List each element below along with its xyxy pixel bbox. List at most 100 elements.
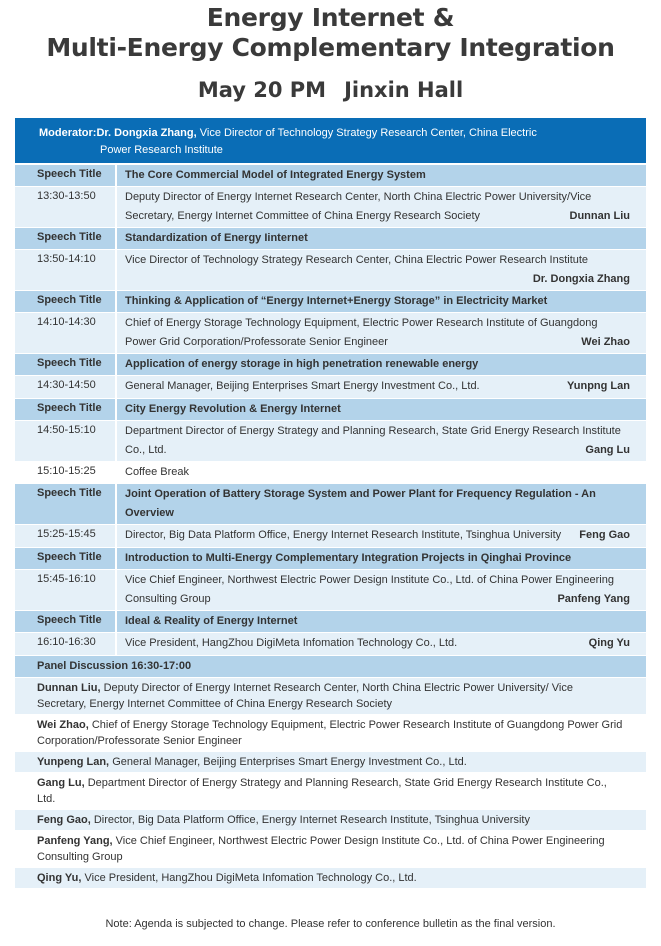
speaker-info: Department Director of Energy Strategy a… [117, 421, 646, 461]
speaker-row: 14:10-14:30 Chief of Energy Storage Techn… [15, 313, 646, 353]
session-date: May 20 PM [197, 78, 327, 102]
coffee-break-row: 15:10-15:25 Coffee Break [15, 462, 646, 483]
session-info: May 20 PM Jinxin Hall [0, 78, 661, 102]
speech-title-row: Speech Title Application of energy storag… [15, 354, 646, 375]
time-slot: 13:50-14:10 [15, 250, 115, 290]
speech-title-label: Speech Title [15, 228, 115, 249]
speaker-row: 15:45-16:10 Vice Chief Engineer, Northwes… [15, 570, 646, 610]
panel-list: Dunnan Liu, Deputy Director of Energy In… [15, 678, 646, 888]
speaker-info: Vice Director of Technology Strategy Res… [117, 250, 646, 290]
panelist-desc: Department Director of Energy Strategy a… [37, 777, 607, 805]
speaker-info: Vice Chief Engineer, Northwest Electric … [117, 570, 646, 610]
speech-title-row: Speech Title City Energy Revolution & Ene… [15, 399, 646, 420]
speech-title-label: Speech Title [15, 354, 115, 375]
moderator-desc-2: Power Research Institute [100, 144, 223, 156]
speaker-row: 13:30-13:50 Deputy Director of Energy Int… [15, 187, 646, 227]
speech-title: Introduction to Multi-Energy Complementa… [117, 548, 646, 569]
break-time: 15:10-15:25 [15, 462, 115, 483]
panelist-desc: Vice Chief Engineer, Northwest Electric … [37, 835, 605, 863]
title-line-1: Energy Internet & [206, 3, 455, 32]
panelist-name: Gang Lu, [37, 777, 85, 789]
speech-title-label: Speech Title [15, 611, 115, 632]
break-label: Coffee Break [117, 462, 646, 483]
speech-title: Standardization of Energy Iinternet [117, 228, 646, 249]
speaker-name: Feng Gao [579, 529, 630, 541]
speaker-name: Gang Lu [585, 444, 630, 456]
speech-title-label: Speech Title [15, 291, 115, 312]
speaker-row: 14:50-15:10 Department Director of Energy… [15, 421, 646, 461]
speech-title-label: Speech Title [15, 484, 115, 524]
panelist-desc: Director, Big Data Platform Office, Ener… [93, 814, 530, 826]
speech-title: The Core Commercial Model of Integrated … [117, 165, 646, 186]
session-venue: Jinxin Hall [344, 78, 464, 102]
panelist-name: Panfeng Yang, [37, 835, 113, 847]
speaker-info: Director, Big Data Platform Office, Ener… [117, 525, 646, 547]
speaker-info: General Manager, Beijing Enterprises Sma… [117, 376, 646, 398]
panelist-row: Wei Zhao, Chief of Energy Storage Techno… [15, 715, 646, 751]
speech-title: Application of energy storage in high pe… [117, 354, 646, 375]
speech-title-row: Speech Title Introduction to Multi-Energy… [15, 548, 646, 569]
panel-heading: Panel Discussion 16:30-17:00 [15, 656, 646, 677]
panelist-row: Feng Gao, Director, Big Data Platform Of… [15, 810, 646, 830]
speech-title: Ideal & Reality of Energy Internet [117, 611, 646, 632]
speaker-info: Chief of Energy Storage Technology Equip… [117, 313, 646, 353]
title-line-2: Multi-Energy Complementary Integration [46, 33, 615, 62]
speaker-affiliation: Vice Director of Technology Strategy Res… [125, 254, 589, 266]
panelist-name: Wei Zhao, [37, 719, 89, 731]
speaker-info: Vice President, HangZhou DigiMeta Infoma… [117, 633, 646, 655]
panelist-name: Yunpeng Lan, [37, 756, 110, 768]
panelist-row: Qing Yu, Vice President, HangZhou DigiMe… [15, 868, 646, 888]
moderator-desc-1: Vice Director of Technology Strategy Res… [199, 127, 537, 139]
speech-title-row: Speech Title Ideal & Reality of Energy In… [15, 611, 646, 632]
panelist-desc: Chief of Energy Storage Technology Equip… [37, 719, 623, 747]
panelist-name: Feng Gao, [37, 814, 91, 826]
speech-title-row: Speech Title Joint Operation of Battery S… [15, 484, 646, 524]
time-slot: 14:10-14:30 [15, 313, 115, 353]
moderator-banner: Moderator:Dr. Dongxia Zhang, Vice Direct… [15, 118, 646, 163]
speech-title-row: Speech Title Thinking & Application of “E… [15, 291, 646, 312]
speaker-name: Wei Zhao [581, 336, 630, 348]
panelist-desc: General Manager, Beijing Enterprises Sma… [112, 756, 467, 768]
time-slot: 13:30-13:50 [15, 187, 115, 227]
speaker-affiliation: Department Director of Energy Strategy a… [125, 425, 621, 456]
speech-title-label: Speech Title [15, 399, 115, 420]
speech-title: City Energy Revolution & Energy Internet [117, 399, 646, 420]
speaker-affiliation: General Manager, Beijing Enterprises Sma… [125, 380, 480, 392]
speaker-name: Panfeng Yang [557, 593, 630, 605]
speech-title: Thinking & Application of “Energy Intern… [117, 291, 646, 312]
panelist-row: Yunpeng Lan, General Manager, Beijing En… [15, 752, 646, 772]
speaker-row: 16:10-16:30 Vice President, HangZhou Digi… [15, 633, 646, 655]
speaker-affiliation: Deputy Director of Energy Internet Resea… [125, 191, 592, 222]
speaker-info: Deputy Director of Energy Internet Resea… [117, 187, 646, 227]
panelist-name: Dunnan Liu, [37, 682, 101, 694]
speaker-affiliation: Vice President, HangZhou DigiMeta Infoma… [125, 637, 458, 649]
speaker-name: Qing Yu [588, 637, 630, 649]
speaker-row: 14:30-14:50 General Manager, Beijing Ente… [15, 376, 646, 398]
agenda-table: Moderator:Dr. Dongxia Zhang, Vice Direct… [15, 118, 646, 888]
panelist-name: Qing Yu, [37, 872, 82, 884]
agenda-rows: Speech Title The Core Commercial Model of… [15, 165, 646, 655]
speech-title-label: Speech Title [15, 165, 115, 186]
panelist-desc: Vice President, HangZhou DigiMeta Infoma… [84, 872, 417, 884]
speaker-name: Yunpng Lan [567, 380, 630, 392]
speaker-affiliation: Chief of Energy Storage Technology Equip… [125, 317, 598, 348]
time-slot: 16:10-16:30 [15, 633, 115, 655]
speech-title-row: Speech Title Standardization of Energy Ii… [15, 228, 646, 249]
speaker-affiliation: Director, Big Data Platform Office, Ener… [125, 529, 562, 541]
speaker-name: Dr. Dongxia Zhang [532, 273, 630, 285]
panelist-row: Panfeng Yang, Vice Chief Engineer, North… [15, 831, 646, 867]
speaker-row: 13:50-14:10 Vice Director of Technology S… [15, 250, 646, 290]
time-slot: 15:25-15:45 [15, 525, 115, 547]
speech-title-label: Speech Title [15, 548, 115, 569]
speech-title: Joint Operation of Battery Storage Syste… [117, 484, 646, 524]
speaker-name: Dunnan Liu [569, 210, 631, 222]
time-slot: 14:50-15:10 [15, 421, 115, 461]
time-slot: 14:30-14:50 [15, 376, 115, 398]
panelist-row: Dunnan Liu, Deputy Director of Energy In… [15, 678, 646, 714]
speaker-row: 15:25-15:45 Director, Big Data Platform O… [15, 525, 646, 547]
panelist-desc: Deputy Director of Energy Internet Resea… [37, 682, 573, 710]
panelist-row: Gang Lu, Department Director of Energy S… [15, 773, 646, 809]
time-slot: 15:45-16:10 [15, 570, 115, 610]
footer-note: Note: Agenda is subjected to change. Ple… [105, 918, 556, 930]
